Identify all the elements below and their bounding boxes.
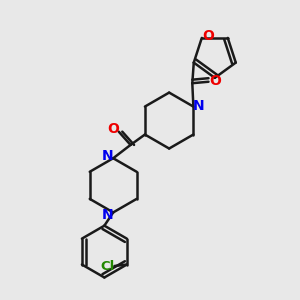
Text: Cl: Cl: [100, 260, 114, 272]
Text: O: O: [202, 28, 214, 43]
Text: O: O: [107, 122, 119, 136]
Text: N: N: [193, 99, 204, 113]
Text: O: O: [209, 74, 221, 88]
Text: N: N: [102, 208, 114, 222]
Text: N: N: [102, 149, 114, 163]
